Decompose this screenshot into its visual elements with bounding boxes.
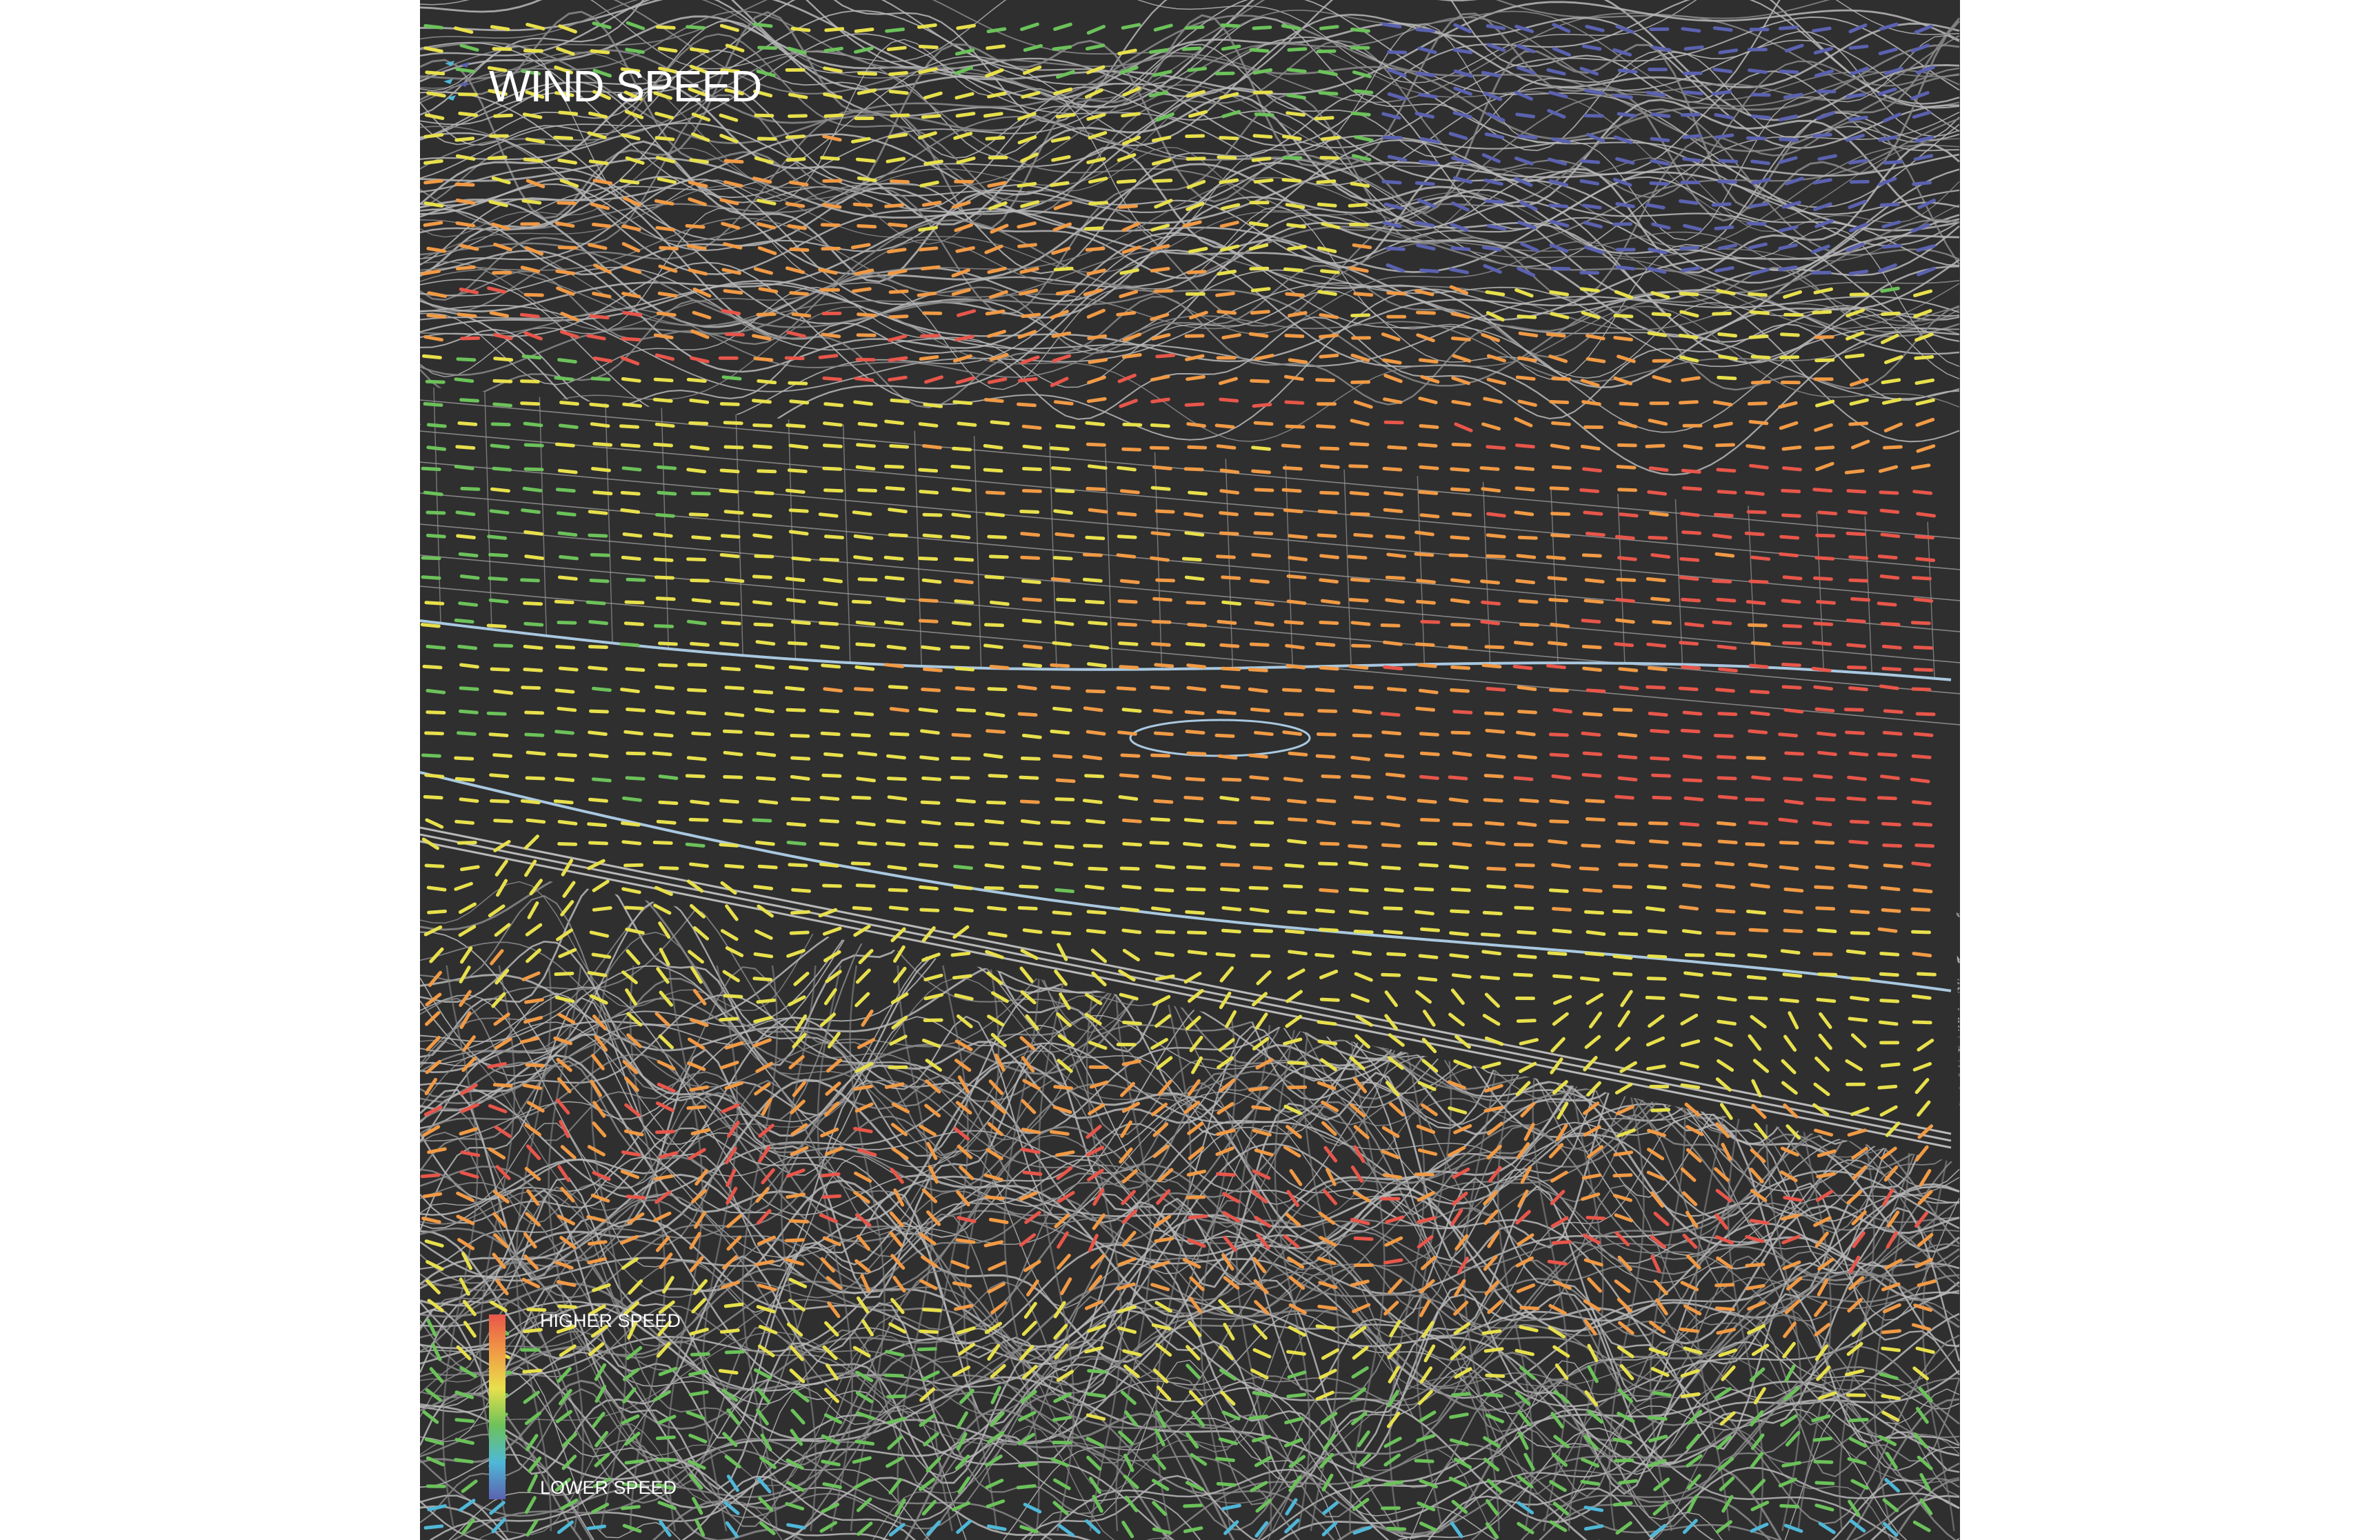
wind-arrows-icon xyxy=(443,61,470,101)
speed-legend: HIGHER SPEED LOWER SPEED xyxy=(489,1310,765,1503)
legend-low-label: LOWER SPEED xyxy=(540,1477,677,1498)
map-canvas xyxy=(420,0,1960,1540)
wind-speed-map: WIND SPEED HIGHER SPEED LOWER SPEED xyxy=(420,0,1960,1540)
map-title: WIND SPEED xyxy=(489,61,762,111)
legend-color-bar xyxy=(489,1314,506,1499)
legend-high-label: HIGHER SPEED xyxy=(540,1310,681,1331)
